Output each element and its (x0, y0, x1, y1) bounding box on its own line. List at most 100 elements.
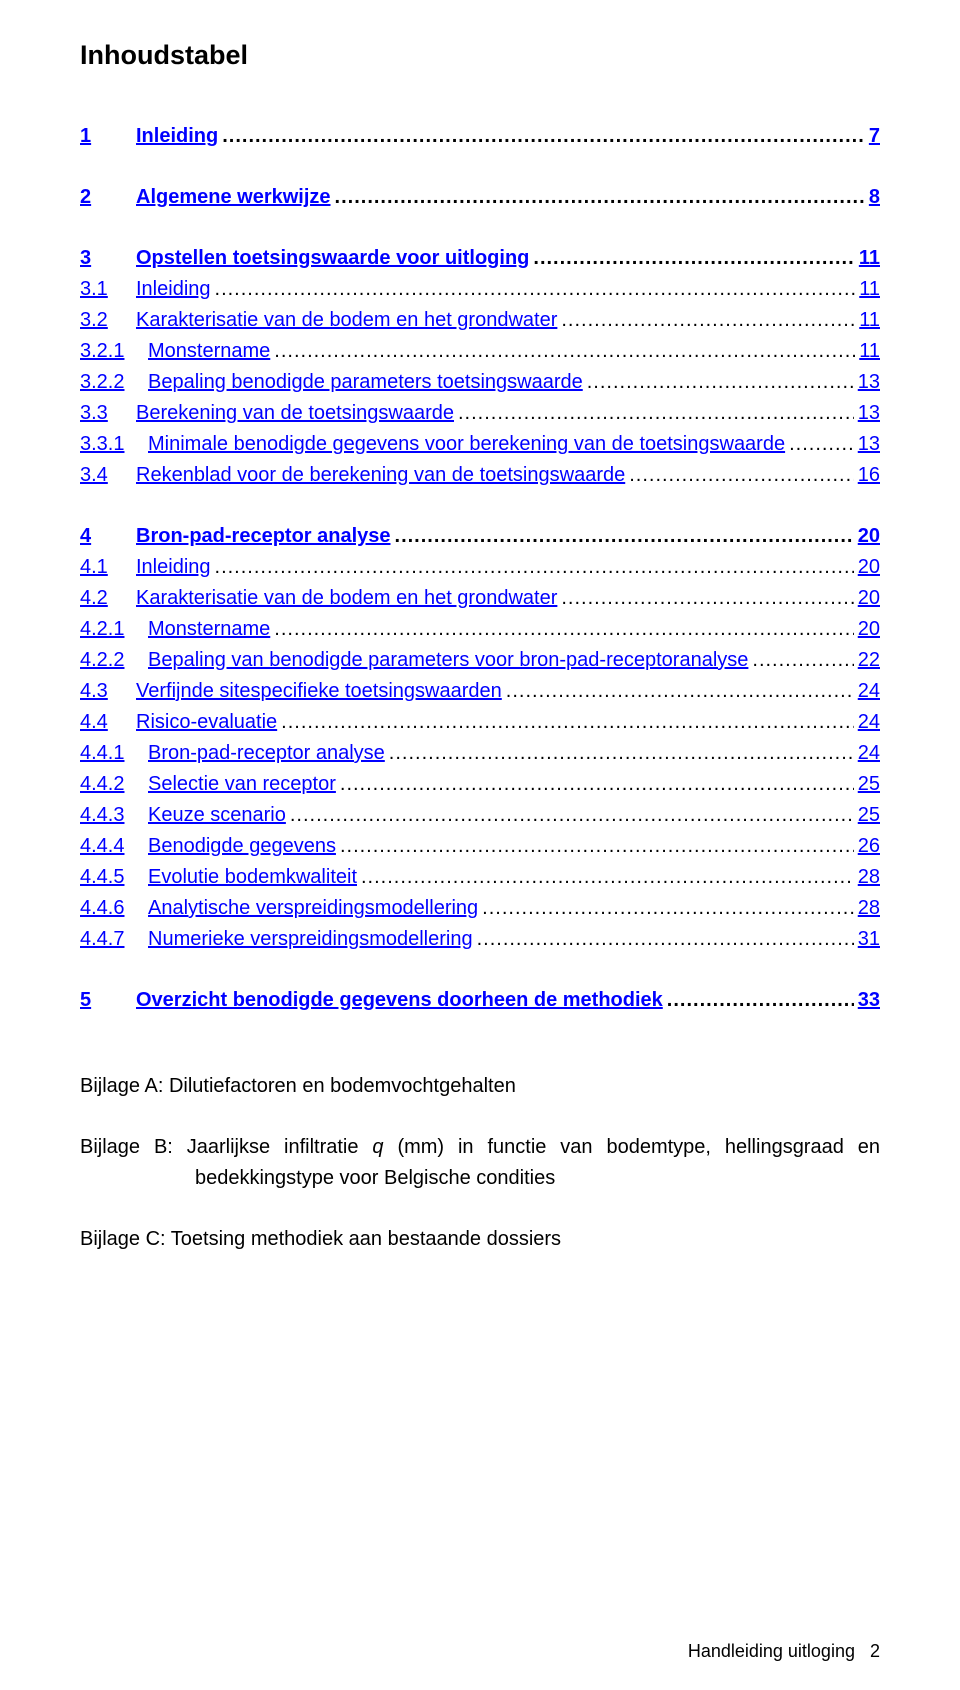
toc-entry-page[interactable]: 33 (858, 985, 880, 1016)
toc-entry: 4.4.7Numerieke verspreidingsmodellering 3… (80, 924, 880, 955)
toc-entry-leader (482, 893, 854, 924)
toc-entry-number[interactable]: 3.3 (80, 398, 136, 429)
toc-entry: 4.2.1Monstername 20 (80, 614, 880, 645)
toc-entry-leader (629, 460, 854, 491)
toc-entry-leader (335, 182, 865, 213)
toc-entry-number[interactable]: 4.4.2 (80, 769, 148, 800)
toc-entry-label[interactable]: Rekenblad voor de berekening van de toet… (136, 460, 625, 491)
toc-entry-label[interactable]: Karakterisatie van de bodem en het grond… (136, 305, 557, 336)
toc-entry-label[interactable]: Inleiding (136, 552, 211, 583)
toc-entry-number[interactable]: 4.4 (80, 707, 136, 738)
toc-entry-number[interactable]: 4.4.1 (80, 738, 148, 769)
toc-entry-label[interactable]: Bepaling benodigde parameters toetsingsw… (148, 367, 583, 398)
toc-entry-page[interactable]: 13 (858, 367, 880, 398)
toc-entry-label[interactable]: Selectie van receptor (148, 769, 336, 800)
toc-entry-page[interactable]: 13 (858, 429, 880, 460)
toc-entry-label[interactable]: Karakterisatie van de bodem en het grond… (136, 583, 557, 614)
toc-entry-label[interactable]: Algemene werkwijze (136, 182, 331, 213)
toc-entry-page[interactable]: 24 (858, 707, 880, 738)
toc-entry-label[interactable]: Risico-evaluatie (136, 707, 277, 738)
toc-entry-number[interactable]: 4.4.3 (80, 800, 148, 831)
toc-entry-label[interactable]: Bron-pad-receptor analyse (136, 521, 391, 552)
toc-entry-number[interactable]: 4 (80, 521, 136, 552)
toc-entry-page[interactable]: 31 (858, 924, 880, 955)
toc-entry: 4.2.2Bepaling van benodigde parameters v… (80, 645, 880, 676)
footer-page-number: 2 (870, 1641, 880, 1661)
toc-entry-page[interactable]: 20 (858, 521, 880, 552)
table-of-contents: 1Inleiding72Algemene werkwijze83Opstelle… (80, 121, 880, 1016)
toc-entry: 5Overzicht benodigde gegevens doorheen d… (80, 985, 880, 1016)
toc-entry-page[interactable]: 13 (858, 398, 880, 429)
toc-entry-leader (340, 831, 854, 862)
toc-entry: 4.3Verfijnde sitespecifieke toetsingswaa… (80, 676, 880, 707)
toc-entry-number[interactable]: 3.2.1 (80, 336, 148, 367)
toc-entry-number[interactable]: 4.1 (80, 552, 136, 583)
toc-entry-page[interactable]: 8 (869, 182, 880, 213)
toc-entry-leader (533, 243, 854, 274)
toc-entry-leader (361, 862, 854, 893)
toc-entry-page[interactable]: 7 (869, 121, 880, 152)
toc-entry-label[interactable]: Keuze scenario (148, 800, 286, 831)
toc-entry-number[interactable]: 4.2.2 (80, 645, 148, 676)
toc-entry-label[interactable]: Analytische verspreidingsmodellering (148, 893, 478, 924)
toc-entry-label[interactable]: Monstername (148, 614, 270, 645)
toc-section-gap (80, 955, 880, 985)
toc-entry-number[interactable]: 3 (80, 243, 136, 274)
toc-entry-label[interactable]: Inleiding (136, 121, 218, 152)
toc-entry-leader (667, 985, 854, 1016)
toc-entry-label[interactable]: Opstellen toetsingswaarde voor uitloging (136, 243, 529, 274)
toc-entry-label[interactable]: Berekening van de toetsingswaarde (136, 398, 454, 429)
toc-entry-number[interactable]: 4.4.6 (80, 893, 148, 924)
toc-entry-page[interactable]: 16 (858, 460, 880, 491)
toc-entry-number[interactable]: 2 (80, 182, 136, 213)
toc-entry-number[interactable]: 4.4.4 (80, 831, 148, 862)
toc-entry-page[interactable]: 20 (858, 583, 880, 614)
toc-entry: 3.1Inleiding 11 (80, 274, 880, 305)
toc-entry-number[interactable]: 3.4 (80, 460, 136, 491)
toc-entry-leader (752, 645, 853, 676)
toc-entry: 1Inleiding 7 (80, 121, 880, 152)
toc-entry: 3.3Berekening van de toetsingswaarde 13 (80, 398, 880, 429)
toc-entry-page[interactable]: 25 (858, 769, 880, 800)
toc-entry-number[interactable]: 4.3 (80, 676, 136, 707)
toc-entry-label[interactable]: Numerieke verspreidingsmodellering (148, 924, 473, 955)
toc-entry-page[interactable]: 24 (858, 676, 880, 707)
toc-entry-number[interactable]: 3.2.2 (80, 367, 148, 398)
toc-entry-page[interactable]: 11 (859, 243, 880, 274)
toc-entry-number[interactable]: 1 (80, 121, 136, 152)
toc-entry-number[interactable]: 5 (80, 985, 136, 1016)
toc-entry-label[interactable]: Bepaling van benodigde parameters voor b… (148, 645, 748, 676)
toc-entry-label[interactable]: Overzicht benodigde gegevens doorheen de… (136, 985, 663, 1016)
toc-entry-label[interactable]: Monstername (148, 336, 270, 367)
toc-entry-number[interactable]: 4.2.1 (80, 614, 148, 645)
appendix-c: Bijlage C: Toetsing methodiek aan bestaa… (80, 1224, 880, 1255)
toc-entry-number[interactable]: 4.2 (80, 583, 136, 614)
toc-entry-leader (274, 614, 853, 645)
footer-text: Handleiding uitloging (688, 1641, 855, 1661)
toc-entry-page[interactable]: 11 (859, 336, 880, 367)
toc-entry-page[interactable]: 11 (859, 274, 880, 305)
toc-entry-page[interactable]: 20 (858, 614, 880, 645)
toc-entry-label[interactable]: Minimale benodigde gegevens voor bereken… (148, 429, 785, 460)
toc-entry-page[interactable]: 25 (858, 800, 880, 831)
toc-entry-label[interactable]: Benodigde gegevens (148, 831, 336, 862)
toc-section-gap (80, 491, 880, 521)
toc-entry-number[interactable]: 3.3.1 (80, 429, 148, 460)
toc-entry-number[interactable]: 3.2 (80, 305, 136, 336)
toc-entry-label[interactable]: Bron-pad-receptor analyse (148, 738, 385, 769)
toc-entry-page[interactable]: 28 (858, 862, 880, 893)
toc-entry-page[interactable]: 22 (858, 645, 880, 676)
toc-entry-page[interactable]: 20 (858, 552, 880, 583)
toc-entry-page[interactable]: 11 (859, 305, 880, 336)
toc-entry-number[interactable]: 3.1 (80, 274, 136, 305)
toc-entry-page[interactable]: 26 (858, 831, 880, 862)
toc-entry-page[interactable]: 24 (858, 738, 880, 769)
toc-entry-label[interactable]: Verfijnde sitespecifieke toetsingswaarde… (136, 676, 502, 707)
page-title: Inhoudstabel (80, 40, 880, 71)
toc-entry-number[interactable]: 4.4.5 (80, 862, 148, 893)
toc-entry: 4.4.1Bron-pad-receptor analyse 24 (80, 738, 880, 769)
toc-entry-label[interactable]: Evolutie bodemkwaliteit (148, 862, 357, 893)
toc-entry-label[interactable]: Inleiding (136, 274, 211, 305)
toc-entry-page[interactable]: 28 (858, 893, 880, 924)
toc-entry-number[interactable]: 4.4.7 (80, 924, 148, 955)
